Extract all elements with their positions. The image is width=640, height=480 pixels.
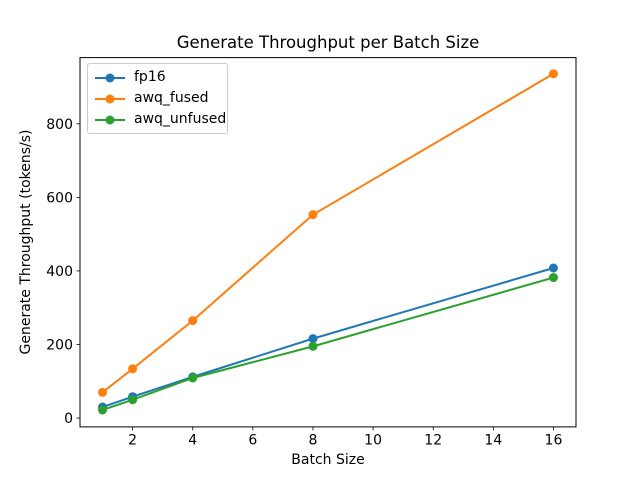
legend-item-awq-unfused: awq_unfused: [94, 109, 226, 130]
legend-swatch: [95, 115, 125, 124]
legend-item-fp16: fp16: [94, 67, 221, 88]
x-tick-label: 4: [188, 432, 197, 448]
legend-swatch: [95, 73, 125, 82]
series-marker-awq_fused: [128, 364, 138, 374]
legend-label: fp16: [134, 69, 166, 85]
series-marker-fp16: [308, 334, 318, 344]
legend-marker-icon: [105, 94, 115, 103]
series-marker-awq_unfused: [128, 395, 138, 405]
legend-marker-icon: [105, 73, 115, 82]
x-tick-label: 16: [545, 432, 563, 448]
x-tick-label: 12: [424, 432, 442, 448]
series-line-awq_unfused: [102, 276, 554, 411]
x-tick-label: 2: [128, 432, 137, 448]
y-tick-label: 0: [64, 411, 73, 427]
x-axis-label: Batch Size: [291, 452, 365, 468]
axes-frame: [79, 57, 577, 428]
legend-item-awq-fused: awq_fused: [94, 88, 221, 109]
y-tick-label: 200: [46, 338, 73, 354]
y-tick-label: 600: [46, 190, 73, 206]
series-marker-awq_unfused: [308, 341, 318, 351]
legend-marker-icon: [105, 115, 115, 124]
x-tick-label: 6: [248, 432, 257, 448]
series-marker-fp16: [548, 263, 558, 273]
series-marker-awq_fused: [188, 316, 198, 326]
y-tick-label: 800: [46, 117, 73, 133]
legend-swatch: [95, 94, 125, 103]
series-marker-awq_unfused: [188, 373, 198, 383]
series-marker-awq_fused: [98, 387, 108, 397]
series-marker-awq_unfused: [98, 405, 108, 415]
x-tick-label: 10: [364, 432, 382, 448]
series-marker-awq_fused: [548, 69, 558, 79]
legend-label: awq_unfused: [134, 111, 227, 127]
chart-title: Generate Throughput per Batch Size: [176, 33, 480, 52]
x-tick-label: 8: [309, 432, 318, 448]
series-marker-awq_fused: [308, 210, 318, 220]
series-marker-awq_unfused: [548, 273, 558, 283]
y-tick-label: 400: [46, 264, 73, 280]
legend: fp16 awq_fused awq_unfused: [87, 63, 228, 134]
legend-label: awq_fused: [134, 90, 209, 106]
x-tick-label: 14: [484, 432, 502, 448]
